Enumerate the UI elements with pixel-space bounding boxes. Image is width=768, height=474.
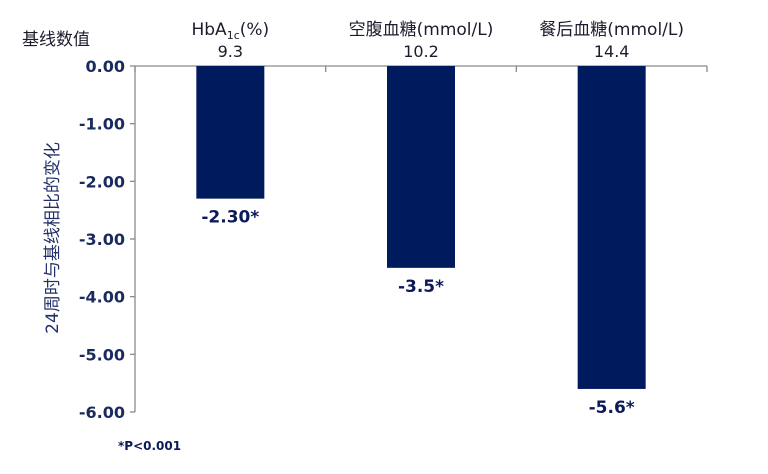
data-label: -2.30* bbox=[201, 208, 259, 228]
y-tick-label: -6.00 bbox=[79, 403, 125, 422]
footnote: *P<0.001 bbox=[118, 439, 181, 453]
category-name: 空腹血糖(mmol/L) bbox=[349, 20, 494, 40]
data-label: -5.6* bbox=[589, 398, 635, 418]
category-name-main: HbA bbox=[191, 20, 227, 40]
category-name-main: 空腹血糖(mmol/L) bbox=[349, 20, 494, 40]
category-labels: HbA1c(%)9.3空腹血糖(mmol/L)10.2餐后血糖(mmol/L)1… bbox=[191, 20, 684, 61]
category-name-main: 餐后血糖(mmol/L) bbox=[539, 20, 684, 40]
baseline-value: 14.4 bbox=[594, 42, 630, 61]
bar bbox=[577, 66, 646, 389]
y-ticks: 0.00 -1.00 -2.00 -3.00 -4.00 -5.00 -6.00 bbox=[79, 57, 135, 422]
category-name: 餐后血糖(mmol/L) bbox=[539, 20, 684, 40]
data-labels: -2.30* -3.5* -5.6* bbox=[201, 208, 634, 418]
baseline-value: 9.3 bbox=[218, 42, 243, 61]
y-axis-label: 24周时与基线相比的变化 bbox=[43, 142, 63, 334]
y-tick-label: -5.00 bbox=[79, 345, 125, 364]
baseline-title: 基线数值 bbox=[22, 30, 90, 50]
category-name-tail: (%) bbox=[240, 20, 269, 40]
category-name-subscript: 1c bbox=[227, 29, 240, 42]
category-name: HbA1c(%) bbox=[191, 20, 269, 42]
bar bbox=[196, 66, 265, 199]
y-tick-label: -1.00 bbox=[79, 115, 125, 134]
y-tick-label: -3.00 bbox=[79, 230, 125, 249]
baseline-value: 10.2 bbox=[403, 42, 439, 61]
x-ticks bbox=[134, 66, 708, 72]
y-tick-label: -4.00 bbox=[79, 288, 125, 307]
bar bbox=[387, 66, 455, 268]
y-tick-label: -2.00 bbox=[79, 172, 125, 191]
bars bbox=[196, 66, 646, 389]
data-label: -3.5* bbox=[398, 277, 444, 297]
y-tick-label: 0.00 bbox=[86, 57, 125, 76]
